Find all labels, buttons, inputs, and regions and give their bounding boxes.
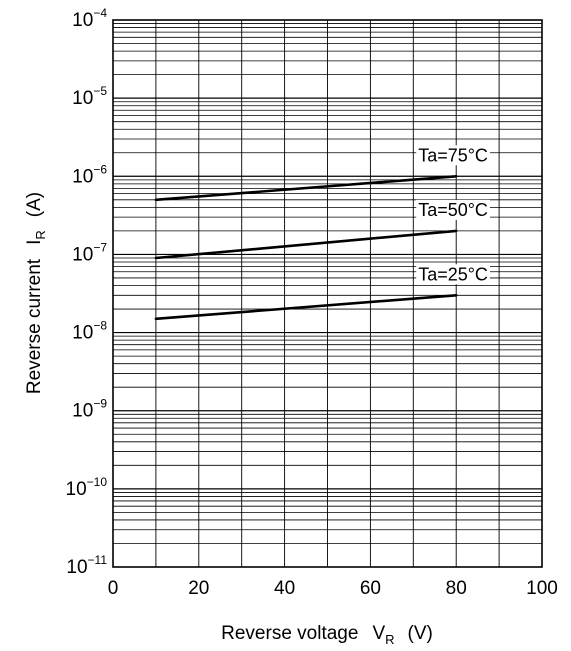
plot-frame bbox=[112, 19, 543, 568]
series-lines bbox=[154, 175, 458, 321]
series-label-1: Ta=75°C bbox=[416, 145, 490, 166]
y-tick-label: 10−6 bbox=[72, 162, 107, 187]
y-tick-label: 10−11 bbox=[66, 553, 107, 578]
y-axis-title: Reverse currentIR(A) bbox=[24, 192, 48, 394]
x-tick-label: 20 bbox=[188, 578, 209, 599]
y-tick-label: 10−9 bbox=[72, 397, 107, 422]
x-tick-label: 40 bbox=[274, 578, 295, 599]
y-tick-labels: 10−4 10−5 10−6 10−7 10−8 10−9 10−10 10−11 bbox=[66, 6, 108, 578]
series-label-text: Ta=50°C bbox=[418, 200, 488, 220]
x-tick-label: 100 bbox=[526, 578, 558, 599]
x-tick-labels: 0 20 40 60 80 100 bbox=[108, 578, 558, 599]
y-tick-label: 10−8 bbox=[72, 319, 107, 344]
y-tick-label: 10−10 bbox=[66, 475, 108, 500]
x-axis-title: Reverse voltage VR (V) bbox=[221, 623, 433, 647]
series-label-3: Ta=25°C bbox=[416, 264, 490, 285]
series-label-2: Ta=50°C bbox=[416, 199, 490, 220]
series-label-text: Ta=25°C bbox=[418, 264, 488, 284]
y-tick-label: 10−5 bbox=[72, 84, 107, 109]
series-line-3 bbox=[154, 293, 458, 321]
grid bbox=[113, 20, 542, 567]
x-tick-label: 80 bbox=[446, 578, 467, 599]
series-labels: Ta=75°C Ta=50°C Ta=25°C bbox=[416, 145, 490, 285]
series-line-1 bbox=[154, 175, 458, 202]
series-label-text: Ta=75°C bbox=[418, 145, 488, 165]
y-tick-label: 10−4 bbox=[72, 6, 107, 31]
series-label-background bbox=[416, 199, 490, 220]
series-label-background bbox=[416, 264, 490, 285]
series-label-background bbox=[416, 145, 490, 166]
y-tick-label: 10−7 bbox=[72, 240, 107, 265]
series-line-2 bbox=[154, 229, 458, 260]
x-tick-label: 0 bbox=[108, 578, 119, 599]
x-tick-label: 60 bbox=[360, 578, 381, 599]
